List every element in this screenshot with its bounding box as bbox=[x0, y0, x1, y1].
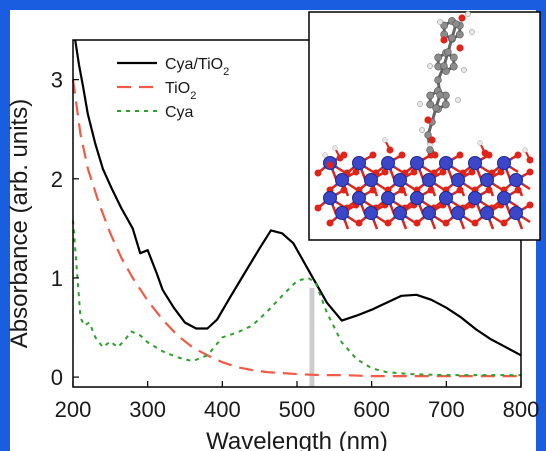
x-tick-label: 300 bbox=[129, 397, 166, 422]
x-tick-label: 500 bbox=[279, 397, 316, 422]
x-axis-label: Wavelength (nm) bbox=[206, 428, 388, 451]
y-tick-label: 3 bbox=[51, 68, 63, 93]
y-axis-label: Absorbance (arb. units) bbox=[6, 99, 33, 348]
y-tick-label: 2 bbox=[51, 167, 63, 192]
x-tick-label: 800 bbox=[503, 397, 540, 422]
legend-label: Cya/TiO2 bbox=[165, 56, 229, 78]
series-line-2 bbox=[71, 79, 521, 378]
molecule-inset-image bbox=[308, 11, 541, 241]
x-tick-label: 200 bbox=[55, 397, 92, 422]
x-tick-label: 400 bbox=[204, 397, 241, 422]
atom-network bbox=[314, 11, 534, 227]
legend-label: TiO2 bbox=[165, 80, 196, 102]
series-line-3 bbox=[72, 220, 521, 377]
y-tick-label: 1 bbox=[51, 266, 63, 291]
x-tick-label: 700 bbox=[428, 397, 465, 422]
legend-label: Cya bbox=[165, 104, 194, 121]
x-tick-label: 600 bbox=[353, 397, 390, 422]
series-line-1 bbox=[74, 39, 522, 357]
y-tick-label: 0 bbox=[51, 365, 63, 390]
